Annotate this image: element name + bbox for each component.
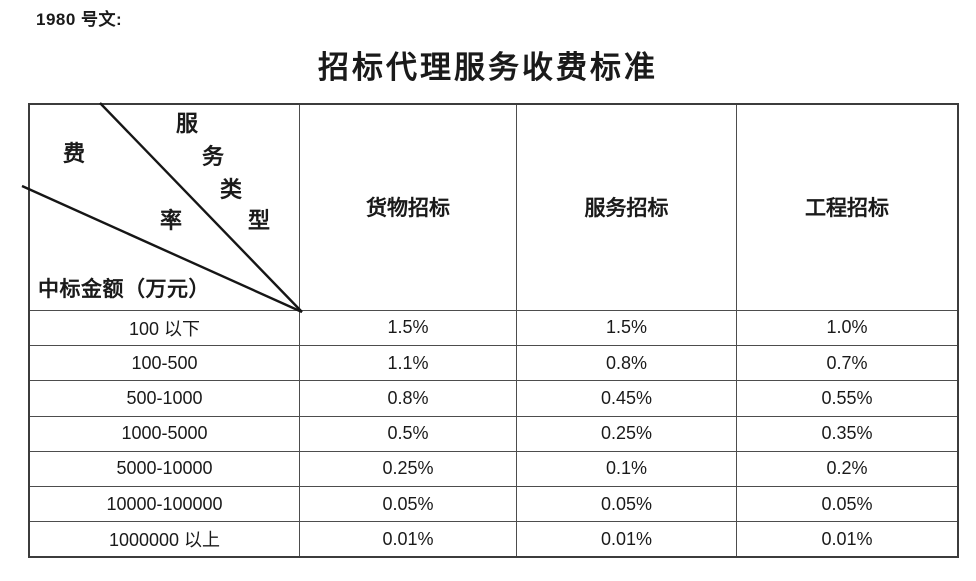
fee-value-cell: 0.05% <box>736 485 959 523</box>
fee-value-cell: 0.5% <box>299 415 517 452</box>
fee-value-cell: 0.2% <box>736 450 959 487</box>
fee-value-cell: 0.1% <box>516 450 737 487</box>
table-row: 500-1000 0.8% 0.45% 0.55% <box>28 380 959 417</box>
fee-value-cell: 1.5% <box>299 309 517 347</box>
corner-fee-rate-char: 费 <box>62 141 85 166</box>
fee-value-cell: 0.35% <box>736 415 959 452</box>
column-header-service-bidding: 服务招标 <box>516 103 737 311</box>
fee-value-cell: 0.01% <box>736 521 959 558</box>
fee-value-cell: 0.25% <box>299 450 517 487</box>
table-row: 1000-5000 0.5% 0.25% 0.35% <box>28 415 959 452</box>
table-corner-cell: 服 务 类 型 费 率 中标金额（万元） <box>21 102 303 314</box>
row-label: 5000-10000 <box>28 450 300 487</box>
fee-value-cell: 0.05% <box>516 485 737 523</box>
fee-value-cell: 0.8% <box>516 345 737 382</box>
column-header-goods-bidding: 货物招标 <box>299 103 517 311</box>
corner-service-type-char: 服 <box>175 111 198 136</box>
table-row: 10000-100000 0.05% 0.05% 0.05% <box>28 485 959 523</box>
fee-value-cell: 0.55% <box>736 380 959 417</box>
table-row: 100 以下 1.5% 1.5% 1.0% <box>28 309 959 347</box>
row-label: 100-500 <box>28 345 300 382</box>
corner-service-type-char: 型 <box>247 208 270 233</box>
fee-value-cell: 0.8% <box>299 380 517 417</box>
row-label: 1000000 以上 <box>28 521 300 558</box>
fee-value-cell: 0.05% <box>299 485 517 523</box>
table-row: 1000000 以上 0.01% 0.01% 0.01% <box>28 521 959 558</box>
table-row: 5000-10000 0.25% 0.1% 0.2% <box>28 450 959 487</box>
doc-number-label: 1980 号文: <box>36 10 123 29</box>
fee-value-cell: 0.25% <box>516 415 737 452</box>
fee-value-cell: 0.01% <box>516 521 737 558</box>
row-label: 500-1000 <box>28 380 300 417</box>
row-label: 100 以下 <box>28 309 300 347</box>
fee-value-cell: 1.1% <box>299 345 517 382</box>
fee-value-cell: 1.0% <box>736 309 959 347</box>
row-label: 10000-100000 <box>28 485 300 523</box>
corner-service-type-char: 类 <box>219 177 242 202</box>
fee-value-cell: 0.45% <box>516 380 737 417</box>
column-header-engineering-bidding: 工程招标 <box>736 103 959 311</box>
corner-service-type-char: 务 <box>201 144 224 169</box>
fee-rate-table: 服 务 类 型 费 率 中标金额（万元） 货物招标 服务招标 工程招标 100 … <box>21 102 959 558</box>
corner-amount-label: 中标金额（万元） <box>38 277 210 301</box>
table-row: 100-500 1.1% 0.8% 0.7% <box>28 345 959 382</box>
page-title: 招标代理服务收费标准 <box>318 50 658 85</box>
fee-value-cell: 0.01% <box>299 521 517 558</box>
fee-value-cell: 0.7% <box>736 345 959 382</box>
fee-value-cell: 1.5% <box>516 309 737 347</box>
corner-fee-rate-char: 率 <box>159 208 182 233</box>
row-label: 1000-5000 <box>28 415 300 452</box>
table-header-row: 服 务 类 型 费 率 中标金额（万元） 货物招标 服务招标 工程招标 <box>21 102 959 314</box>
